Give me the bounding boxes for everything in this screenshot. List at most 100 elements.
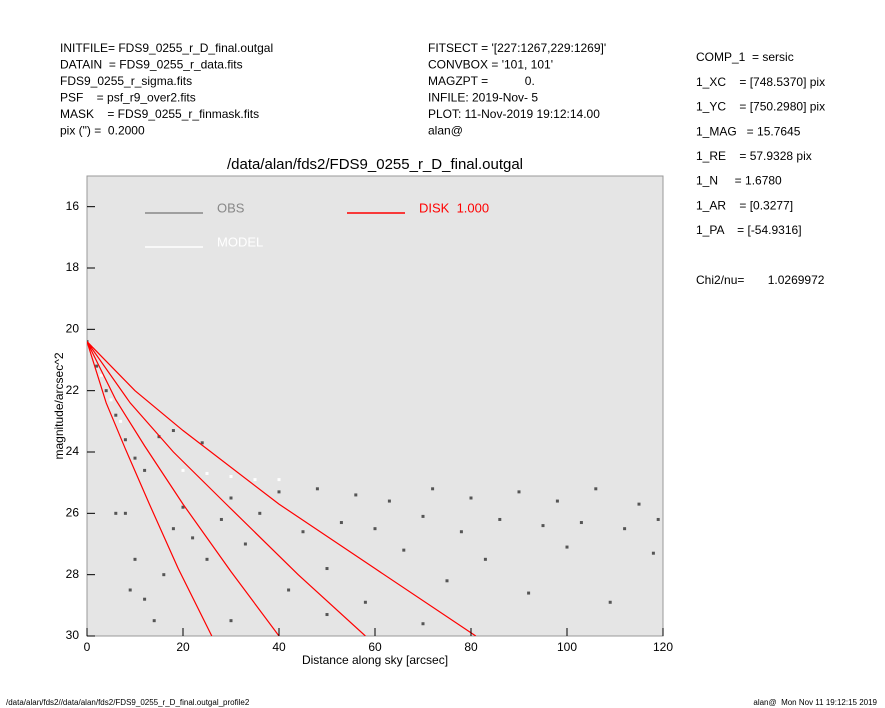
data-point bbox=[171, 429, 175, 433]
data-point bbox=[229, 619, 233, 623]
x-tick-label: 0 bbox=[84, 640, 91, 654]
data-point bbox=[200, 441, 204, 445]
data-point bbox=[363, 600, 367, 604]
header-text: FITSECT = '[227:1267,229:1269]' bbox=[428, 41, 606, 55]
header-text: MAGZPT = 0. bbox=[428, 74, 535, 88]
data-point bbox=[387, 499, 391, 503]
data-point bbox=[171, 527, 175, 531]
header-text: MASK = FDS9_0255_r_finmask.fits bbox=[60, 107, 259, 121]
data-point bbox=[445, 579, 449, 583]
data-point bbox=[191, 536, 195, 540]
data-point bbox=[287, 588, 291, 592]
x-tick-label: 120 bbox=[653, 640, 673, 654]
header-text: PLOT: 11-Nov-2019 19:12:14.00 bbox=[428, 107, 600, 121]
data-point bbox=[373, 527, 377, 531]
data-point bbox=[498, 517, 502, 521]
legend-label: MODEL bbox=[217, 234, 263, 249]
data-point bbox=[421, 514, 425, 518]
y-tick-label: 28 bbox=[66, 567, 80, 581]
x-tick-label: 100 bbox=[557, 640, 577, 654]
param-text: COMP_1 = sersic bbox=[696, 50, 794, 64]
param-text: 1_AR = [0.3277] bbox=[696, 198, 793, 212]
marks bbox=[87, 340, 660, 636]
data-point bbox=[205, 471, 209, 475]
y-tick-label: 30 bbox=[66, 628, 80, 642]
data-point bbox=[123, 438, 127, 442]
data-point bbox=[95, 364, 99, 368]
data-point bbox=[315, 487, 319, 491]
x-axis-label: Distance along sky [arcsec] bbox=[302, 653, 448, 667]
header-text: alan@ bbox=[428, 124, 463, 138]
param-text: 1_PA = [-54.9316] bbox=[696, 223, 802, 237]
x-tick-label: 60 bbox=[368, 640, 382, 654]
data-point bbox=[656, 517, 660, 521]
y-tick-label: 24 bbox=[66, 444, 80, 458]
legend-label: DISK 1.000 bbox=[419, 200, 489, 215]
x-tick-label: 40 bbox=[272, 640, 286, 654]
data-point bbox=[594, 487, 598, 491]
data-point bbox=[459, 530, 463, 534]
data-point bbox=[608, 600, 612, 604]
data-point bbox=[431, 487, 435, 491]
data-point bbox=[152, 619, 156, 623]
data-point bbox=[354, 493, 358, 497]
chart-title: /data/alan/fds2/FDS9_0255_r_D_final.outg… bbox=[227, 156, 523, 173]
data-point bbox=[181, 468, 185, 472]
data-point bbox=[637, 502, 641, 506]
plot-area bbox=[86, 175, 664, 637]
x-tick-label: 20 bbox=[176, 640, 190, 654]
data-point bbox=[143, 468, 147, 472]
data-point bbox=[157, 435, 161, 439]
data-point bbox=[109, 398, 113, 402]
data-point bbox=[402, 548, 406, 552]
y-tick-label: 22 bbox=[66, 383, 80, 397]
header-text: INITFILE= FDS9_0255_r_D_final.outgal bbox=[60, 41, 273, 55]
data-point bbox=[243, 542, 247, 546]
data-point bbox=[119, 419, 123, 423]
data-point bbox=[229, 475, 233, 479]
data-point bbox=[579, 521, 583, 525]
y-axis-label: magnitude/arcsec^2 bbox=[52, 352, 66, 459]
data-point bbox=[114, 413, 118, 417]
data-point bbox=[181, 505, 185, 509]
data-point bbox=[277, 478, 281, 482]
header-text: INFILE: 2019-Nov- 5 bbox=[428, 91, 538, 105]
footer-text: /data/alan/fds2//data/alan/fds2/FDS9_025… bbox=[6, 698, 250, 707]
header-text: CONVBOX = '101, 101' bbox=[428, 58, 553, 72]
footer-text: alan@ Mon Nov 11 19:12:15 2019 bbox=[753, 698, 877, 707]
data-point bbox=[421, 622, 425, 626]
data-point bbox=[219, 517, 223, 521]
data-point bbox=[143, 597, 147, 601]
data-point bbox=[483, 557, 487, 561]
data-point bbox=[565, 545, 569, 549]
header-text: DATAIN = FDS9_0255_r_data.fits bbox=[60, 58, 243, 72]
data-point bbox=[205, 557, 209, 561]
data-point bbox=[162, 573, 166, 577]
data-point bbox=[277, 490, 281, 494]
data-point bbox=[104, 389, 108, 393]
data-point bbox=[555, 499, 559, 503]
data-point bbox=[133, 557, 137, 561]
param-text: 1_YC = [750.2980] pix bbox=[696, 100, 825, 114]
data-point bbox=[133, 456, 137, 460]
y-tick-label: 20 bbox=[66, 322, 80, 336]
data-point bbox=[469, 496, 473, 500]
header-text: PSF = psf_r9_over2.fits bbox=[60, 91, 196, 105]
y-tick-label: 18 bbox=[66, 260, 80, 274]
data-point bbox=[99, 373, 103, 377]
data-point bbox=[123, 511, 127, 515]
data-point bbox=[517, 490, 521, 494]
data-point bbox=[623, 527, 627, 531]
x-tick-label: 80 bbox=[464, 640, 478, 654]
param-text: 1_MAG = 15.7645 bbox=[696, 124, 801, 138]
chi2-text: Chi2/nu= 1.0269972 bbox=[696, 273, 825, 287]
data-point bbox=[301, 530, 305, 534]
data-point bbox=[541, 524, 545, 528]
model-curve bbox=[87, 341, 477, 636]
data-point bbox=[258, 511, 262, 515]
data-point bbox=[114, 511, 118, 515]
data-point bbox=[527, 591, 531, 595]
y-tick-label: 16 bbox=[66, 199, 80, 213]
